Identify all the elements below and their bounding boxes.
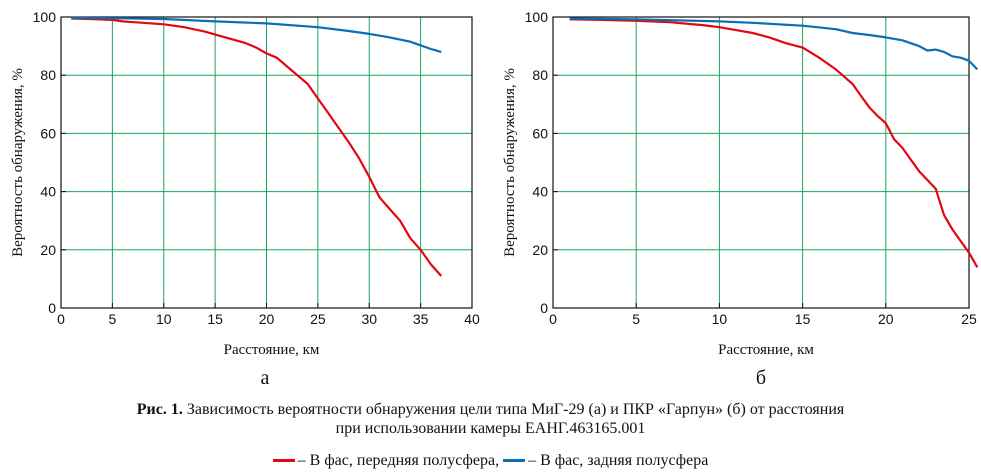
series-line-front-a [71, 17, 443, 277]
tick-label-x-a: 5 [108, 311, 116, 327]
series-line-front-b [569, 18, 979, 268]
chart-legend: – В фас, передняя полусфера, – В фас, за… [0, 452, 981, 470]
tick-label-y-b: 80 [532, 67, 548, 83]
tick-label-x-a: 20 [259, 311, 275, 327]
panel-label-a: а [261, 367, 270, 389]
series-line-rear-a [71, 16, 442, 53]
chart-panel-a: 0 5 10 15 20 25 30 35 40 0 20 40 60 80 100 Расстояние, … [10, 9, 480, 389]
tick-label-x-b: 5 [632, 311, 640, 327]
tick-label-y-b: 20 [532, 242, 548, 258]
legend-item-rear: – В фас, задняя полусфера [503, 452, 708, 469]
tick-label-x-a: 25 [310, 311, 326, 327]
tick-label-y-a: 0 [48, 300, 56, 316]
chart-panel-b: 0 5 10 15 20 25 0 20 40 60 80 100 Расстояние, км Веро… [502, 9, 979, 389]
y-axis-label-b: Вероятность обнаружения, % [502, 68, 518, 257]
tick-label-x-a: 35 [413, 311, 429, 327]
legend-swatch-front [272, 458, 295, 462]
caption-line-2: при использовании камеры ЕАНГ.463165.001 [335, 420, 646, 437]
caption-figure-number: Рис. 1. [136, 401, 183, 418]
y-axis-label-a: Вероятность обнаружения, % [10, 68, 26, 257]
x-axis-label-a: Расстояние, км [224, 342, 320, 358]
plot-frame-b [552, 16, 970, 309]
tick-label-x-b: 20 [878, 311, 894, 327]
tick-label-y-b: 60 [532, 125, 548, 141]
tick-label-y-a: 20 [40, 242, 56, 258]
tick-label-x-b: 0 [549, 311, 557, 327]
series-line-rear-b [569, 17, 979, 71]
tick-label-y-b: 100 [525, 9, 549, 25]
panel-label-b: б [756, 367, 766, 389]
x-axis-label-b: Расстояние, км [718, 342, 814, 358]
legend-label-front: – В фас, передняя полусфера, [297, 452, 500, 469]
tick-label-y-a: 40 [40, 184, 56, 200]
tick-label-y-a: 80 [40, 67, 56, 83]
caption-text-1: Зависимость вероятности обнаружения цели… [182, 401, 845, 418]
tick-label-y-a: 60 [40, 125, 56, 141]
tick-label-y-a: 100 [33, 9, 57, 25]
tick-label-x-a: 30 [361, 311, 377, 327]
figure-caption: Рис. 1. Зависимость вероятности обнаруже… [0, 400, 981, 438]
tick-label-x-a: 0 [57, 311, 65, 327]
tick-label-x-b: 10 [712, 311, 728, 327]
tick-label-y-b: 40 [532, 184, 548, 200]
legend-item-front: – В фас, передняя полусфера, [272, 452, 500, 469]
tick-label-x-a: 40 [464, 311, 480, 327]
legend-swatch-rear [503, 458, 526, 462]
chart-figure: 0 5 10 15 20 25 30 35 40020406080100Расстояние, … [10, 9, 979, 389]
caption-line-1: Рис. 1. Зависимость вероятности обнаруже… [137, 401, 844, 418]
tick-label-x-b: 25 [961, 311, 977, 327]
tick-label-y-b: 0 [540, 300, 548, 316]
tick-label-x-a: 15 [207, 311, 223, 327]
legend-label-rear: – В фас, задняя полусфера [528, 452, 709, 469]
tick-label-x-b: 15 [795, 311, 811, 327]
tick-label-x-a: 10 [156, 311, 172, 327]
